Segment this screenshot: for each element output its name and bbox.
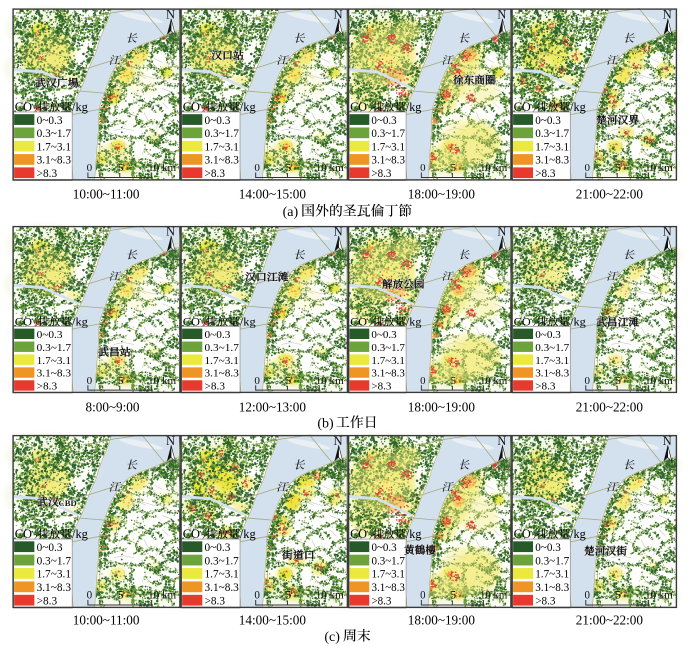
svg-text:18:00~19:00: 18:00~19:00 <box>408 613 476 628</box>
svg-text:(a): (a) <box>283 205 299 220</box>
svg-text:10:00~11:00: 10:00~11:00 <box>73 613 140 628</box>
svg-text:(c): (c) <box>324 630 340 645</box>
svg-text:14:00~15:00: 14:00~15:00 <box>239 613 307 628</box>
svg-text:CBD: CBD <box>59 498 77 508</box>
svg-text:18:00~19:00: 18:00~19:00 <box>408 400 476 415</box>
svg-text:10:00~11:00: 10:00~11:00 <box>73 187 140 202</box>
svg-text:(b): (b) <box>317 417 334 432</box>
svg-text:8:00~9:00: 8:00~9:00 <box>85 400 139 415</box>
svg-text:18:00~19:00: 18:00~19:00 <box>408 187 476 202</box>
svg-text:21:00~22:00: 21:00~22:00 <box>576 187 644 202</box>
svg-text:12:00~13:00: 12:00~13:00 <box>239 400 307 415</box>
svg-text:21:00~22:00: 21:00~22:00 <box>576 613 644 628</box>
svg-text:14:00~15:00: 14:00~15:00 <box>239 187 307 202</box>
svg-text:21:00~22:00: 21:00~22:00 <box>576 400 644 415</box>
